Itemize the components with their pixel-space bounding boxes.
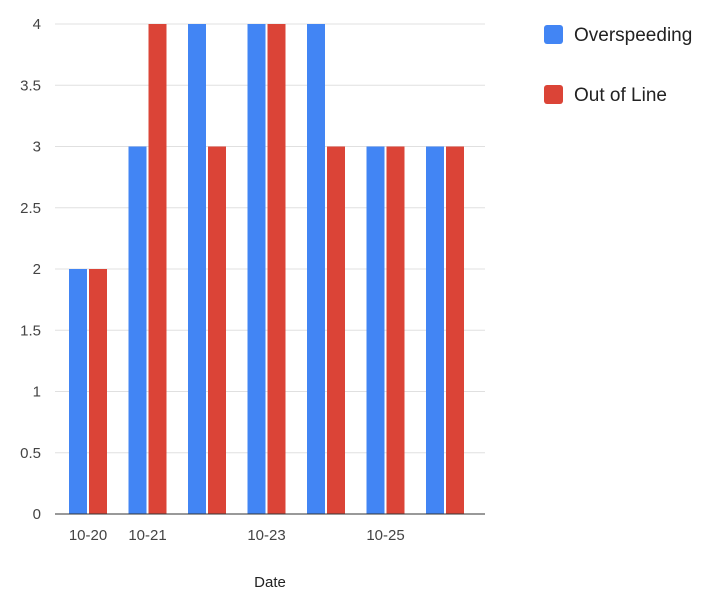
bar-out-of-line — [89, 269, 107, 514]
x-tick-label: 10-23 — [247, 527, 285, 544]
bar-out-of-line — [208, 146, 226, 514]
legend-label: Out of Line — [574, 85, 667, 106]
bar-overspeeding — [188, 24, 206, 514]
bar-overspeeding — [366, 146, 385, 514]
y-tick-label: 2.5 — [20, 200, 41, 217]
bar-out-of-line — [386, 146, 405, 514]
bar-overspeeding — [128, 146, 147, 514]
y-tick-label: 2 — [33, 261, 41, 278]
bar-overspeeding — [69, 269, 87, 514]
bar-out-of-line — [267, 24, 286, 514]
y-tick-label: 1 — [33, 384, 41, 401]
y-tick-label: 0 — [33, 506, 41, 523]
bar-out-of-line — [327, 146, 345, 514]
x-axis-title: Date — [254, 574, 286, 591]
y-tick-label: 0.5 — [20, 445, 41, 462]
axes: 0 0.5 1 1.5 2 2.5 3 3.5 4 10-20 10-21 10-23 10-25 Dat… — [20, 16, 485, 591]
bar-out-of-line — [446, 146, 464, 514]
legend-swatch — [544, 25, 563, 44]
bar-out-of-line — [148, 24, 167, 514]
y-tick-label: 3.5 — [20, 77, 41, 94]
legend: Overspeeding Out of Line — [544, 25, 692, 106]
y-tick-label: 4 — [33, 16, 41, 33]
y-tick-label: 3 — [33, 139, 41, 156]
bars — [69, 24, 464, 514]
bar-overspeeding — [307, 24, 325, 514]
legend-swatch — [544, 85, 563, 104]
x-tick-label: 10-25 — [366, 527, 404, 544]
legend-label: Overspeeding — [574, 25, 692, 46]
x-tick-label: 10-20 — [69, 527, 107, 544]
y-tick-label: 1.5 — [20, 322, 41, 339]
x-tick-label: 10-21 — [128, 527, 166, 544]
bar-overspeeding — [247, 24, 266, 514]
bar-overspeeding — [426, 146, 444, 514]
